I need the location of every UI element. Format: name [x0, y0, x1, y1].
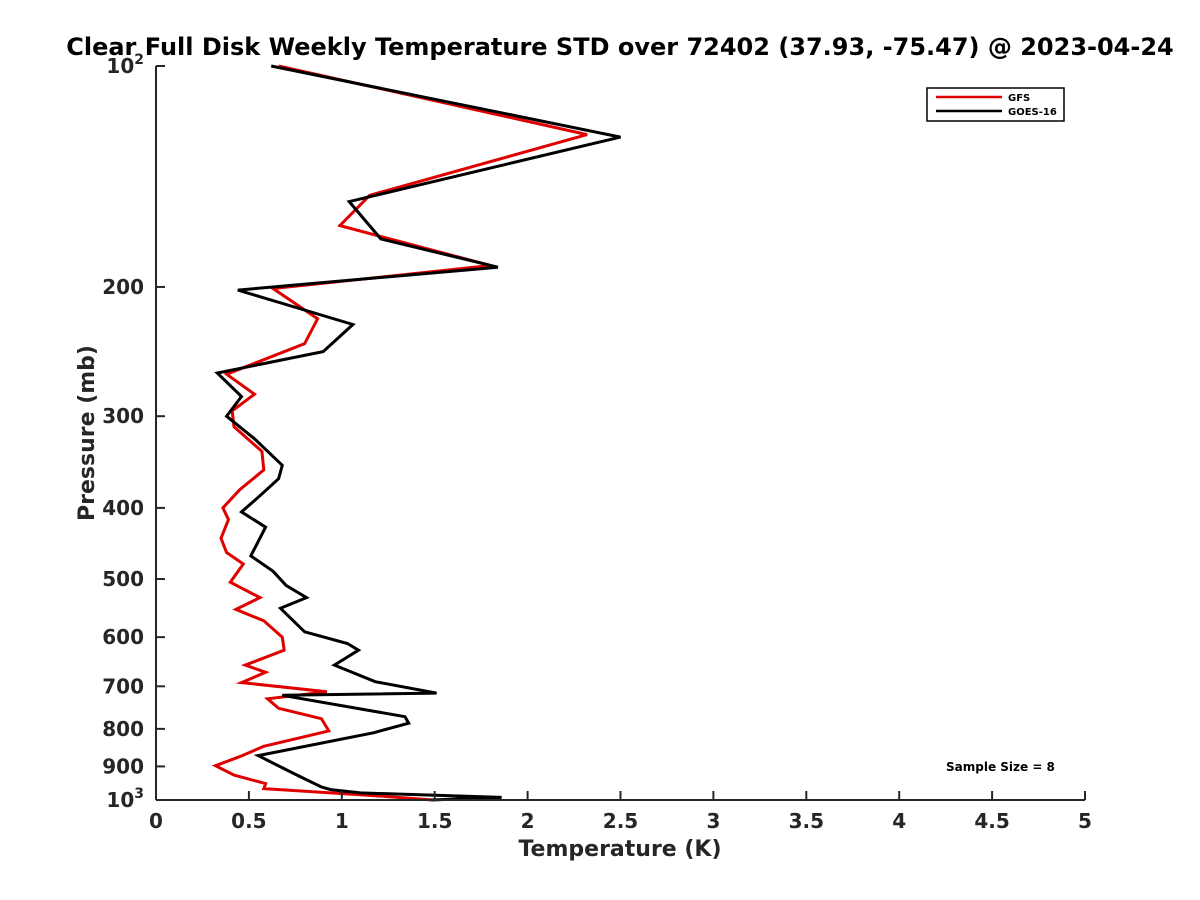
y-tick-label-100: 102 [106, 52, 144, 78]
y-tick-label-900: 900 [102, 754, 144, 778]
y-axis-ticks: 102 200 300 400 500 600 700 800 900 103 [102, 52, 165, 812]
chart-title: Clear Full Disk Weekly Temperature STD o… [66, 33, 1174, 61]
x-axis-title: Temperature (K) [518, 837, 721, 862]
legend-label-goes-16: GOES-16 [1008, 107, 1057, 118]
y-axis-title: Pressure (mb) [75, 345, 100, 521]
x-tick-label-2: 2 [521, 809, 535, 833]
x-tick-label-2-5: 2.5 [603, 809, 638, 833]
series-line-goes-16 [214, 64, 621, 802]
legend-box [926, 87, 1065, 122]
x-axis-ticks: 0 0.5 1 1.5 2 2.5 3 3.5 4 4.5 5 [149, 791, 1092, 833]
y-tick-label-800: 800 [102, 717, 144, 741]
y-tick-label-600: 600 [102, 625, 144, 649]
x-tick-label-3-5: 3.5 [789, 809, 824, 833]
y-tick-label-1000: 103 [106, 786, 144, 812]
series-layer [211, 64, 621, 802]
y-tick-label-700: 700 [102, 674, 144, 698]
legend: GFS GOES-16 [926, 87, 1065, 122]
y-tick-label-200: 200 [102, 275, 144, 299]
y-tick-label-400: 400 [102, 496, 144, 520]
x-tick-label-4-5: 4.5 [974, 809, 1009, 833]
x-tick-label-1-5: 1.5 [417, 809, 452, 833]
x-tick-label-0: 0 [149, 809, 163, 833]
x-tick-label-5: 5 [1078, 809, 1092, 833]
x-tick-label-4: 4 [892, 809, 906, 833]
x-tick-label-1: 1 [335, 809, 349, 833]
legend-label-gfs: GFS [1008, 93, 1030, 104]
x-tick-label-3: 3 [706, 809, 720, 833]
series-line-gfs [211, 64, 588, 802]
x-tick-label-0-5: 0.5 [231, 809, 266, 833]
y-tick-label-300: 300 [102, 404, 144, 428]
sample-size-annotation: Sample Size = 8 [946, 760, 1055, 774]
y-tick-label-500: 500 [102, 567, 144, 591]
